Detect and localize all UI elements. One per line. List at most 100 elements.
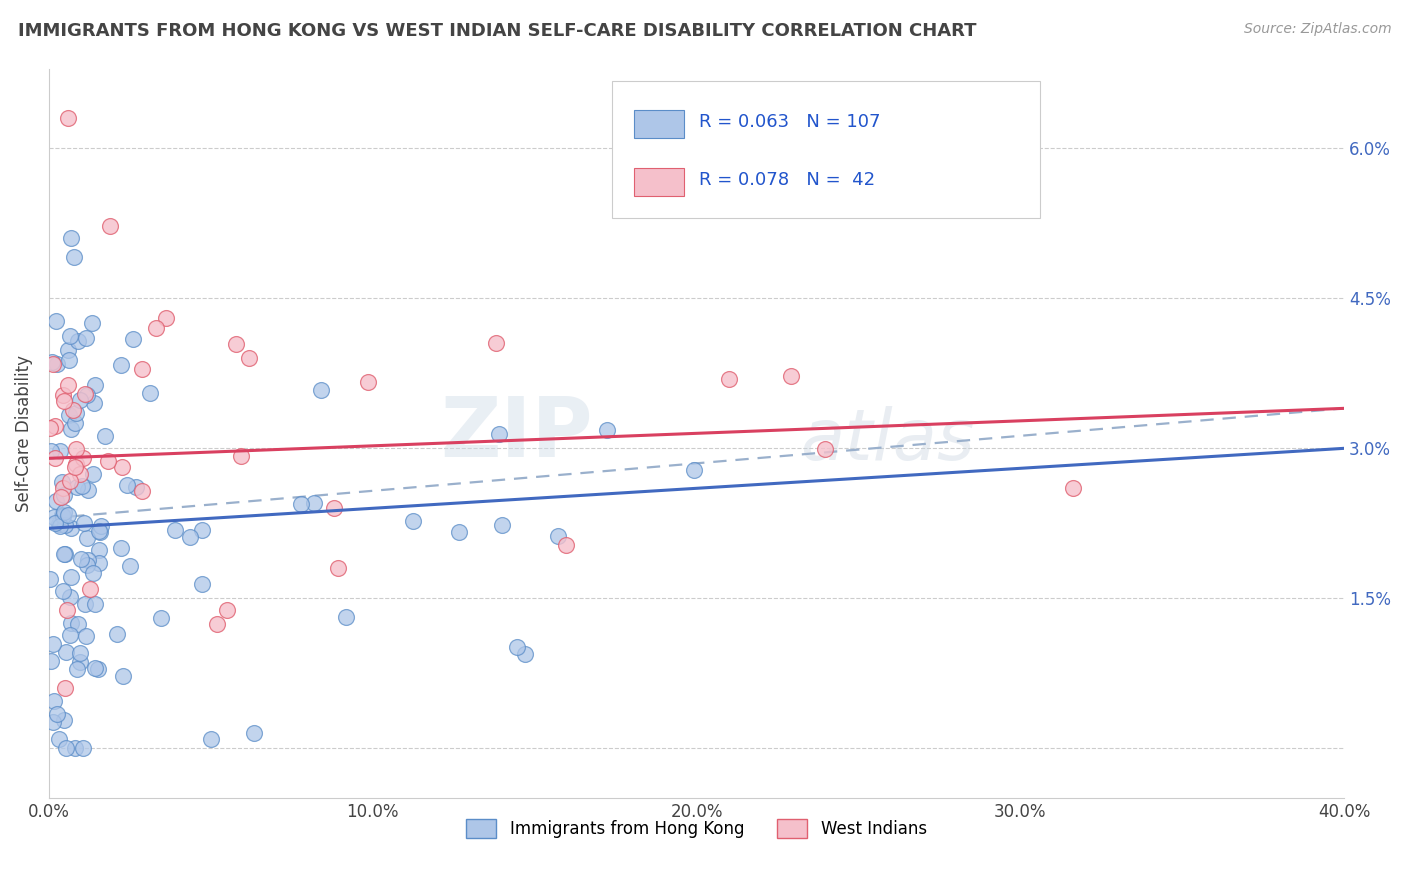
Point xyxy=(302,496,325,510)
Point xyxy=(53,394,76,409)
Point xyxy=(89,524,111,539)
Point xyxy=(84,661,107,675)
Point xyxy=(110,541,132,555)
Point xyxy=(42,693,65,707)
Point xyxy=(225,337,247,351)
Point xyxy=(138,386,160,401)
Point xyxy=(73,516,96,530)
Point xyxy=(41,354,63,368)
Point xyxy=(63,741,86,756)
Point xyxy=(58,343,80,358)
Y-axis label: Self-Care Disability: Self-Care Disability xyxy=(15,355,32,512)
Point xyxy=(357,375,380,389)
Text: ZIP: ZIP xyxy=(440,392,593,474)
Point xyxy=(72,451,94,466)
Point xyxy=(84,377,107,392)
Point xyxy=(488,426,510,441)
Point xyxy=(780,368,803,383)
Point xyxy=(52,481,75,495)
FancyBboxPatch shape xyxy=(613,81,1040,218)
Point xyxy=(191,576,214,591)
Point xyxy=(87,662,110,676)
Point xyxy=(45,313,67,327)
Point xyxy=(53,714,76,728)
Point xyxy=(59,521,82,535)
Point xyxy=(46,706,69,721)
Point xyxy=(69,655,91,669)
Point xyxy=(39,420,62,434)
Text: IMMIGRANTS FROM HONG KONG VS WEST INDIAN SELF-CARE DISABILITY CORRELATION CHART: IMMIGRANTS FROM HONG KONG VS WEST INDIAN… xyxy=(18,22,977,40)
Point xyxy=(41,654,63,668)
Point xyxy=(59,329,82,343)
Point xyxy=(59,474,82,488)
Point xyxy=(52,505,75,519)
Point xyxy=(122,332,145,346)
Point xyxy=(215,603,238,617)
FancyBboxPatch shape xyxy=(634,169,683,196)
Point xyxy=(45,357,67,371)
Point xyxy=(205,616,228,631)
Text: R = 0.078   N =  42: R = 0.078 N = 42 xyxy=(699,171,876,189)
Point xyxy=(69,552,91,566)
Point xyxy=(67,617,90,632)
Point xyxy=(238,351,260,366)
Point xyxy=(48,731,70,746)
Legend: Immigrants from Hong Kong, West Indians: Immigrants from Hong Kong, West Indians xyxy=(460,812,934,845)
Point xyxy=(53,681,76,696)
Point xyxy=(56,508,79,522)
Point xyxy=(90,519,112,533)
Point xyxy=(76,531,98,545)
Point xyxy=(42,637,65,651)
Point xyxy=(814,442,837,457)
Point xyxy=(42,715,65,730)
Point xyxy=(309,383,332,397)
Point xyxy=(70,478,93,492)
Point xyxy=(58,352,80,367)
Point xyxy=(60,615,83,630)
Point xyxy=(45,494,67,508)
Point xyxy=(80,316,103,330)
Point xyxy=(58,112,80,126)
Point xyxy=(55,645,77,659)
Point xyxy=(75,629,97,643)
Point xyxy=(52,584,75,599)
Point xyxy=(111,669,134,683)
Point xyxy=(97,453,120,467)
Point xyxy=(76,388,98,402)
Point xyxy=(83,597,105,611)
Point xyxy=(44,516,66,530)
Point xyxy=(38,572,60,586)
Point xyxy=(243,726,266,740)
Point xyxy=(59,628,82,642)
Point xyxy=(66,480,89,494)
Point xyxy=(53,517,76,532)
Point xyxy=(58,378,80,392)
Point xyxy=(506,640,529,654)
Point xyxy=(60,231,83,245)
Point xyxy=(52,488,75,502)
Point xyxy=(82,467,104,482)
Point xyxy=(98,219,121,233)
Point xyxy=(328,561,350,575)
Point xyxy=(87,524,110,539)
Point xyxy=(75,386,97,401)
Point xyxy=(49,519,72,533)
Point xyxy=(63,250,86,264)
Point xyxy=(118,559,141,574)
Point xyxy=(87,557,110,571)
Point xyxy=(323,500,346,515)
Point xyxy=(449,524,471,539)
Point xyxy=(513,647,536,661)
Point xyxy=(110,358,132,372)
Point xyxy=(69,392,91,407)
Point xyxy=(555,538,578,552)
Point xyxy=(718,372,741,386)
Point xyxy=(150,611,173,625)
Point xyxy=(62,402,84,417)
Text: Source: ZipAtlas.com: Source: ZipAtlas.com xyxy=(1244,22,1392,37)
Point xyxy=(72,741,94,756)
Point xyxy=(335,610,357,624)
Point xyxy=(59,422,82,436)
Point xyxy=(191,523,214,537)
Point xyxy=(682,462,704,476)
